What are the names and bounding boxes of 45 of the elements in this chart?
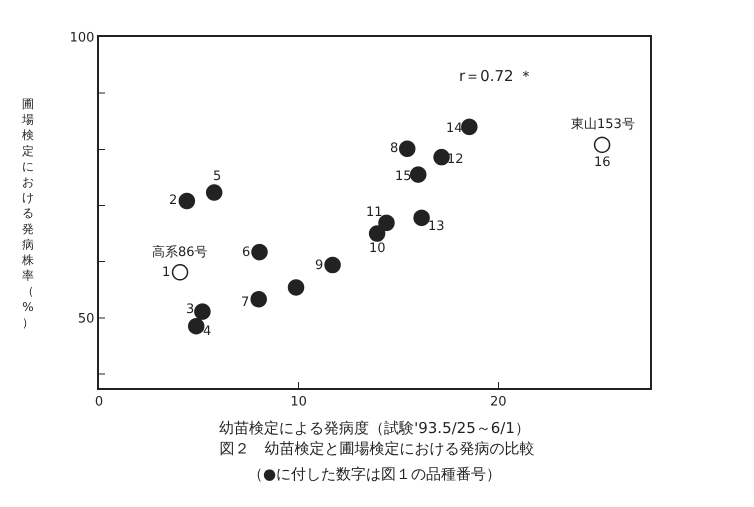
x-tick-label: 20: [490, 394, 507, 410]
x-tick-label: 10: [290, 394, 307, 410]
annotation: 4: [203, 324, 212, 339]
text: 図２ 幼苗検定と圃場検定における発病の比較: [220, 439, 534, 458]
point: [251, 244, 268, 260]
point: [188, 318, 204, 334]
point: [461, 118, 478, 136]
point: [378, 214, 395, 232]
annotation: 11: [366, 205, 383, 220]
annotation: 12: [447, 152, 464, 167]
annotation: r＝0.72 ＊: [459, 67, 534, 85]
point: [324, 256, 341, 274]
annotation: 5: [213, 169, 222, 184]
point: [288, 279, 304, 296]
point: [410, 166, 426, 183]
y-tick-label: 50: [78, 311, 94, 326]
point: [206, 184, 222, 201]
annotation: 3: [186, 302, 194, 317]
annotation: 9: [315, 258, 324, 273]
annotation: 13: [428, 219, 445, 234]
annotation: 6: [242, 245, 250, 260]
point: [194, 303, 211, 320]
annotation: 7: [241, 295, 250, 310]
point: [368, 225, 386, 242]
annotation: 10: [369, 241, 386, 256]
annotation: 高系86号: [152, 244, 208, 260]
point: [433, 148, 450, 166]
text: 圃場検定における発病株率（%）: [22, 97, 34, 330]
annotation: 1: [162, 265, 170, 280]
point: [413, 210, 430, 226]
text: （●に付した数字は図１の品種番号）: [248, 465, 502, 483]
annotation: 16: [594, 155, 611, 170]
annotation: 東山153号: [571, 117, 635, 132]
annotation: 15: [395, 169, 412, 184]
x-tick-label: 0: [94, 394, 104, 410]
point: [398, 140, 416, 158]
annotation: 14: [446, 121, 463, 136]
point: [178, 192, 196, 210]
point: [250, 291, 267, 308]
x-axis-title: 幼苗検定による発病度（試験'93.5/25～6/1）: [219, 419, 530, 438]
annotation: 8: [390, 141, 398, 156]
point: [594, 136, 610, 154]
point: [172, 264, 188, 281]
annotation: 2: [169, 193, 178, 208]
y-tick-label: 100: [70, 30, 94, 46]
